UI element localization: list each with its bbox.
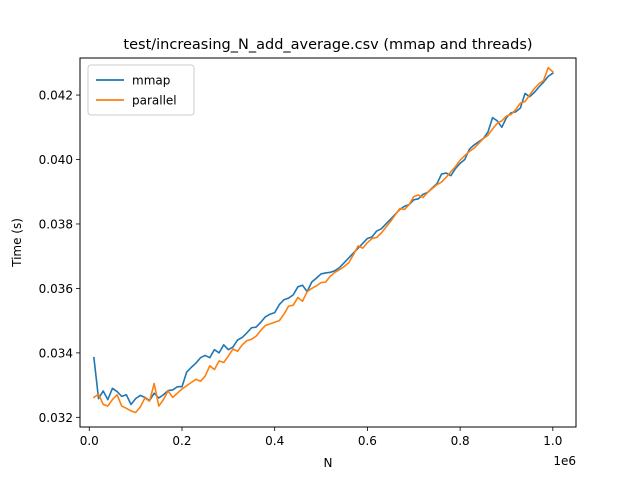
y-tick-label: 0.034 [39, 346, 73, 360]
series-line-mmap [93, 72, 554, 406]
x-tick-label: 0.4 [265, 434, 284, 448]
y-tick-label: 0.032 [39, 411, 73, 425]
x-tick-label: 0.0 [80, 434, 99, 448]
legend-label-parallel: parallel [132, 94, 177, 108]
axes-frame [79, 57, 577, 428]
legend-box [87, 64, 195, 116]
y-tick-label: 0.040 [39, 153, 73, 167]
y-tick-label: 0.036 [39, 282, 73, 296]
legend: mmap parallel [87, 64, 195, 116]
x-tick-label: 0.8 [451, 434, 470, 448]
y-axis-label: Time (s) [10, 218, 24, 268]
y-tick-label: 0.038 [39, 217, 73, 231]
x-axis-label: N [324, 456, 333, 470]
x-tick-label: 0.6 [358, 434, 377, 448]
legend-label-mmap: mmap [132, 74, 170, 88]
y-axis: 0.032 0.034 0.036 0.038 0.040 0.042 [39, 89, 80, 425]
plot-lines [92, 66, 554, 414]
x-axis-offset-label: 1e6 [553, 454, 576, 468]
series-line-parallel [92, 66, 554, 414]
x-tick-label: 1.0 [543, 434, 562, 448]
x-tick-label: 0.2 [172, 434, 191, 448]
chart-title: test/increasing_N_add_average.csv (mmap … [123, 37, 532, 53]
x-axis: 0.0 0.2 0.4 0.6 0.8 1.0 [80, 427, 562, 448]
y-tick-label: 0.042 [39, 89, 73, 103]
